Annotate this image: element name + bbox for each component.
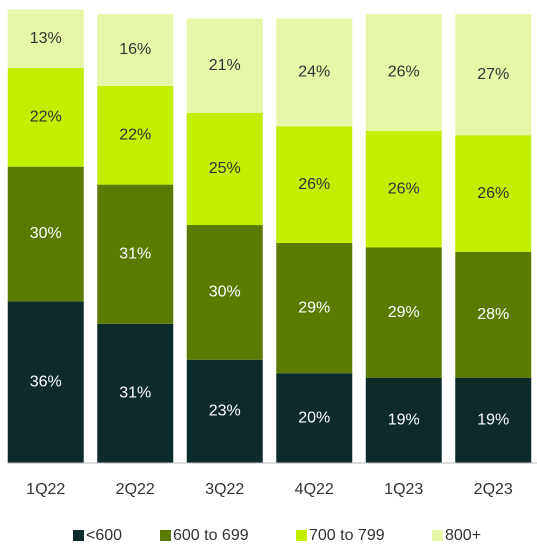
data-label: 19% (477, 412, 509, 429)
bar-segment (186, 359, 263, 463)
bar-segment (186, 225, 263, 360)
data-label: 29% (298, 299, 330, 316)
bar-segment (276, 242, 353, 374)
bar-segment (7, 301, 84, 463)
legend-label: 800+ (445, 527, 481, 544)
bar-segment (7, 9, 84, 68)
x-tick-label: 1Q22 (26, 481, 65, 498)
bar-segment (365, 14, 442, 131)
data-label: 22% (30, 108, 62, 125)
data-label: 23% (209, 403, 241, 420)
bar-segment (365, 247, 442, 378)
data-label: 19% (388, 412, 420, 429)
legend-label: <600 (86, 527, 122, 544)
bar-segment (276, 126, 353, 243)
data-label: 26% (477, 185, 509, 202)
data-label: 22% (119, 126, 151, 143)
x-tick-label: 1Q23 (384, 481, 423, 498)
data-label: 20% (298, 409, 330, 426)
data-label: 25% (209, 160, 241, 177)
legend-label: 700 to 799 (309, 527, 385, 544)
data-label: 26% (388, 64, 420, 81)
bar-segment (455, 14, 532, 136)
bar-segment (455, 377, 532, 463)
legend-swatch (73, 530, 84, 541)
bar-segment (276, 373, 353, 463)
bar-segment (276, 18, 353, 127)
bar-segment (455, 251, 532, 378)
legend-swatch (432, 530, 443, 541)
bar-segment (365, 377, 442, 463)
data-label: 13% (30, 30, 62, 47)
x-tick-label: 2Q23 (474, 481, 513, 498)
data-label: 26% (388, 180, 420, 197)
bar-segment (7, 166, 84, 302)
data-label: 21% (209, 57, 241, 74)
data-label: 30% (30, 225, 62, 242)
data-label: 36% (30, 373, 62, 390)
data-label: 28% (477, 306, 509, 323)
data-label: 24% (298, 64, 330, 81)
legend-label: 600 to 699 (173, 527, 249, 544)
data-label: 27% (477, 66, 509, 83)
x-tick-label: 4Q22 (295, 481, 334, 498)
data-label: 30% (209, 284, 241, 301)
bar-segment (97, 85, 174, 185)
bar-segment (455, 135, 532, 252)
data-label: 16% (119, 41, 151, 58)
x-tick-label: 2Q22 (116, 481, 155, 498)
data-label: 26% (298, 176, 330, 193)
data-label: 31% (119, 385, 151, 402)
bar-segment (97, 14, 174, 86)
bar-segment (186, 112, 263, 226)
bar-segment (97, 184, 174, 324)
legend-swatch (160, 530, 171, 541)
data-label: 29% (388, 304, 420, 321)
bar-segment (7, 67, 84, 167)
data-label: 31% (119, 245, 151, 262)
legend-swatch (296, 530, 307, 541)
bar-segment (97, 323, 174, 463)
bar-segment (365, 130, 442, 248)
bar-segment (186, 18, 263, 113)
x-tick-label: 3Q22 (205, 481, 244, 498)
